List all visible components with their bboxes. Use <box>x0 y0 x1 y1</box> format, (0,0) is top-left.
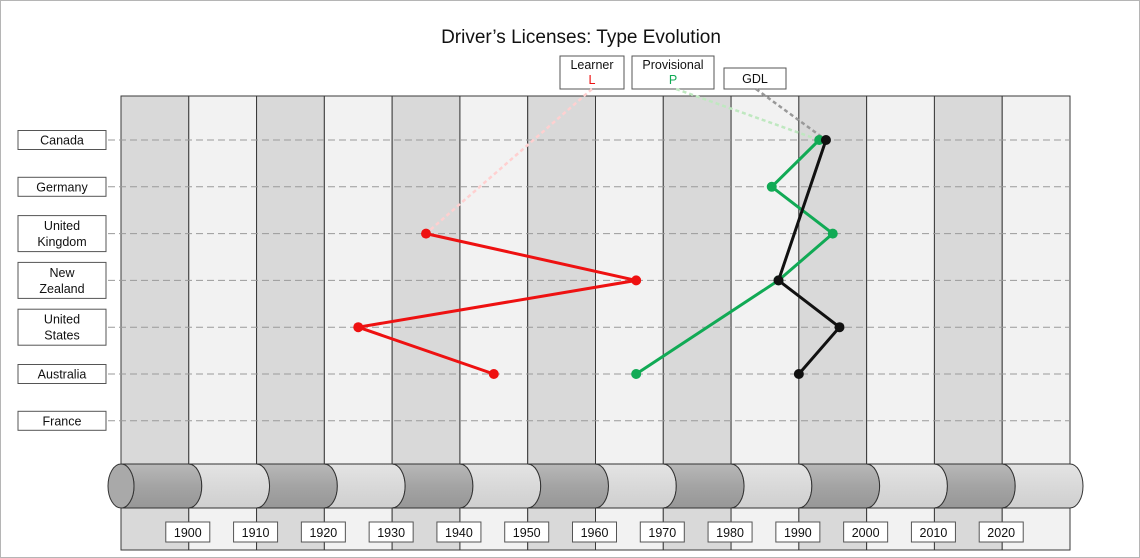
legend-label: Learner <box>570 58 613 72</box>
tick-label: 1980 <box>716 526 744 540</box>
series-provisional <box>631 135 838 379</box>
series-gdl <box>773 135 845 379</box>
legend-label: Provisional <box>642 58 703 72</box>
country-label: States <box>44 329 79 343</box>
cylinder-end-cap <box>107 463 135 509</box>
data-point <box>834 322 845 333</box>
country-label: Australia <box>38 368 87 382</box>
data-point <box>793 369 804 379</box>
timeline-cylinder <box>107 463 1084 509</box>
data-point <box>827 228 838 239</box>
data-point <box>773 275 784 286</box>
country-label-box <box>17 176 107 197</box>
tick-label: 2020 <box>987 526 1015 540</box>
legend-box <box>559 55 625 90</box>
country-label-box <box>17 364 107 384</box>
tick-label: 1930 <box>377 526 405 540</box>
country-label: New <box>49 266 75 280</box>
series-line <box>356 232 638 376</box>
tick-label: 1960 <box>581 526 609 540</box>
year-tick-labels: 1900 1910 1920 1930 1940 1950 1960 1970 1980 1990… <box>165 521 1024 543</box>
tick-box <box>572 521 617 543</box>
tick-box <box>639 521 685 543</box>
tick-box <box>978 521 1024 543</box>
tick-box <box>300 521 346 543</box>
tick-label: 1940 <box>445 526 473 540</box>
data-point <box>631 369 642 379</box>
country-label: United <box>44 313 80 327</box>
tick-box <box>843 521 889 543</box>
legend-symbol: P <box>669 73 677 87</box>
tick-box <box>436 521 482 543</box>
tick-box <box>233 521 279 543</box>
data-point <box>488 369 499 379</box>
tick-box <box>775 521 821 543</box>
chart-title: Driver’s Licenses: Type Evolution <box>441 27 721 48</box>
country-label: Zealand <box>39 282 84 296</box>
tick-box <box>368 521 414 543</box>
country-gridlines <box>108 139 1070 422</box>
legend-box <box>723 67 787 90</box>
data-point <box>631 275 642 286</box>
series-line <box>777 139 842 375</box>
country-label: Kingdom <box>37 235 86 249</box>
tick-label: 2010 <box>920 526 948 540</box>
legend-leader-line <box>755 87 827 142</box>
country-label: Canada <box>40 134 84 148</box>
legend-leader-line <box>425 88 593 235</box>
tick-box <box>707 521 753 543</box>
country-label-box <box>17 308 107 346</box>
data-point <box>421 228 432 239</box>
tick-label: 1950 <box>513 526 541 540</box>
data-point <box>766 181 777 192</box>
legend-leader-lines <box>425 87 827 235</box>
tick-box <box>910 521 956 543</box>
country-label-box <box>17 410 107 431</box>
tick-label: 1900 <box>174 526 202 540</box>
country-label-box <box>17 130 107 150</box>
tick-label: 1910 <box>242 526 270 540</box>
country-label-box <box>17 215 107 253</box>
cylinder-segment <box>1002 463 1084 509</box>
tick-box <box>504 521 550 543</box>
country-label: United <box>44 219 80 233</box>
legend-box <box>631 55 715 90</box>
legend-leader-line <box>675 87 820 142</box>
country-label: Germany <box>36 180 88 194</box>
country-labels: Canada Germany United Kingdom New Zealand Unit… <box>17 130 107 431</box>
tick-label: 1920 <box>309 526 337 540</box>
tick-label: 2000 <box>852 526 880 540</box>
country-label: France <box>43 414 82 428</box>
series-learner <box>353 228 642 379</box>
legend-label: GDL <box>742 72 768 86</box>
data-point <box>353 322 364 333</box>
tick-label: 1990 <box>784 526 812 540</box>
legend-symbol: L <box>589 73 596 87</box>
tick-box <box>165 521 211 543</box>
tick-label: 1970 <box>648 526 676 540</box>
series-lines <box>353 135 845 379</box>
data-point <box>820 135 831 145</box>
country-label-box <box>17 261 107 299</box>
